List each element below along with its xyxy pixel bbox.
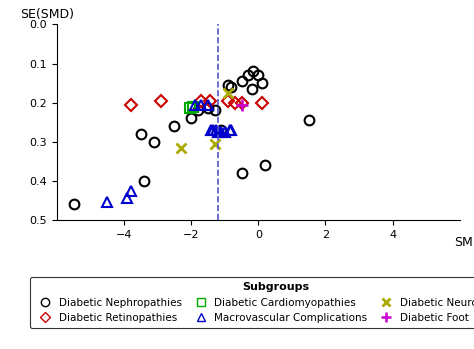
Y-axis label: SE(SMD): SE(SMD) xyxy=(21,8,74,21)
X-axis label: SMD: SMD xyxy=(454,236,474,248)
Legend: Diabetic Nephropathies, Diabetic Retinopathies, Diabetic Cardiomyopathies, Macro: Diabetic Nephropathies, Diabetic Retinop… xyxy=(30,277,474,328)
